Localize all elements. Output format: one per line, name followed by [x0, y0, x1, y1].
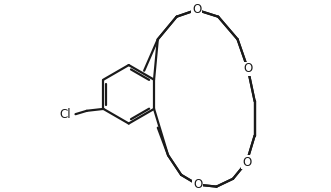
- Text: O: O: [193, 178, 202, 191]
- Text: O: O: [192, 3, 201, 16]
- Text: Cl: Cl: [59, 108, 71, 121]
- Text: O: O: [242, 156, 251, 169]
- Text: O: O: [243, 62, 253, 75]
